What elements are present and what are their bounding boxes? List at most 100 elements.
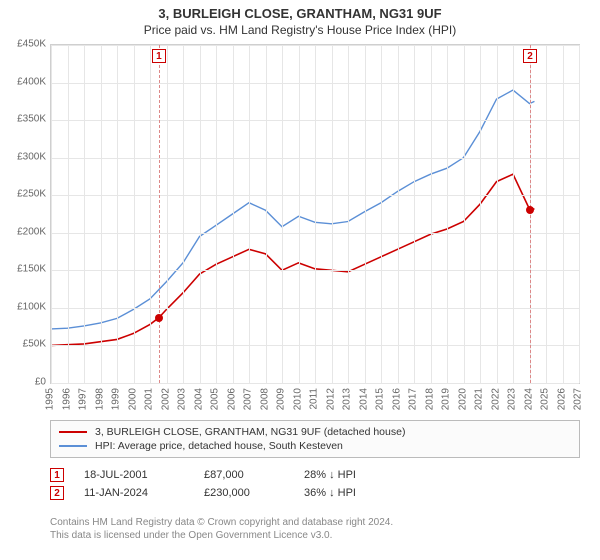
- marker-dot: [155, 314, 163, 322]
- y-axis-label: £0: [0, 377, 46, 388]
- x-axis-label: 1999: [111, 388, 122, 410]
- trade-row: 2 11-JAN-2024£230,00036% ↓ HPI: [50, 484, 580, 502]
- legend-box: 3, BURLEIGH CLOSE, GRANTHAM, NG31 9UF (d…: [50, 420, 580, 458]
- trade-date: 11-JAN-2024: [84, 487, 204, 499]
- y-axis-label: £400K: [0, 76, 46, 87]
- marker-dot: [526, 206, 534, 214]
- plot-area: 12: [50, 44, 580, 384]
- x-axis-label: 2009: [276, 388, 287, 410]
- x-axis-label: 2005: [210, 388, 221, 410]
- x-axis-label: 2000: [127, 388, 138, 410]
- y-axis-label: £100K: [0, 301, 46, 312]
- gridline-vertical: [183, 45, 184, 383]
- trade-table: 1 18-JUL-2001£87,00028% ↓ HPI 2 11-JAN-2024…: [50, 466, 580, 502]
- x-axis-label: 2004: [193, 388, 204, 410]
- y-axis-label: £350K: [0, 114, 46, 125]
- gridline-vertical: [579, 45, 580, 383]
- gridline-vertical: [381, 45, 382, 383]
- gridline-vertical: [68, 45, 69, 383]
- x-axis-label: 2026: [556, 388, 567, 410]
- x-axis-label: 2012: [325, 388, 336, 410]
- x-axis-label: 1995: [45, 388, 56, 410]
- x-axis-label: 2002: [160, 388, 171, 410]
- footer-line: This data is licensed under the Open Gov…: [50, 529, 580, 542]
- legend-item: 3, BURLEIGH CLOSE, GRANTHAM, NG31 9UF (d…: [59, 425, 571, 439]
- x-axis-label: 2016: [391, 388, 402, 410]
- gridline-vertical: [365, 45, 366, 383]
- gridline-vertical: [348, 45, 349, 383]
- marker-label: 1: [152, 49, 166, 63]
- gridline-vertical: [216, 45, 217, 383]
- gridline-vertical: [431, 45, 432, 383]
- gridline-vertical: [315, 45, 316, 383]
- legend-swatch: [59, 431, 87, 433]
- gridline-vertical: [414, 45, 415, 383]
- x-axis-label: 2019: [441, 388, 452, 410]
- marker-guideline: [159, 45, 160, 383]
- gridline-vertical: [266, 45, 267, 383]
- gridline-vertical: [150, 45, 151, 383]
- series-line: [51, 90, 534, 329]
- x-axis-label: 1998: [94, 388, 105, 410]
- legend-item: HPI: Average price, detached house, Sout…: [59, 439, 571, 453]
- chart-container: 3, BURLEIGH CLOSE, GRANTHAM, NG31 9UF Pr…: [0, 0, 600, 560]
- gridline-vertical: [51, 45, 52, 383]
- gridline-vertical: [200, 45, 201, 383]
- trade-relative: 28% ↓ HPI: [304, 469, 424, 481]
- x-axis-label: 2008: [259, 388, 270, 410]
- x-axis-label: 2015: [375, 388, 386, 410]
- gridline-vertical: [513, 45, 514, 383]
- gridline-vertical: [299, 45, 300, 383]
- trade-price: £87,000: [204, 469, 304, 481]
- legend-label: HPI: Average price, detached house, Sout…: [95, 440, 343, 452]
- x-axis-label: 2021: [474, 388, 485, 410]
- attribution-footer: Contains HM Land Registry data © Crown c…: [50, 516, 580, 542]
- gridline-vertical: [398, 45, 399, 383]
- chart-subtitle: Price paid vs. HM Land Registry's House …: [0, 21, 600, 37]
- trade-row: 1 18-JUL-2001£87,00028% ↓ HPI: [50, 466, 580, 484]
- gridline-vertical: [447, 45, 448, 383]
- x-axis-label: 2025: [540, 388, 551, 410]
- gridline-vertical: [332, 45, 333, 383]
- x-axis-label: 2001: [144, 388, 155, 410]
- x-axis-label: 2010: [292, 388, 303, 410]
- legend-swatch: [59, 445, 87, 447]
- x-axis-label: 2013: [342, 388, 353, 410]
- y-axis-label: £200K: [0, 226, 46, 237]
- trade-date: 18-JUL-2001: [84, 469, 204, 481]
- series-line: [51, 174, 534, 345]
- trade-relative: 36% ↓ HPI: [304, 487, 424, 499]
- legend-label: 3, BURLEIGH CLOSE, GRANTHAM, NG31 9UF (d…: [95, 426, 405, 438]
- y-axis-label: £450K: [0, 39, 46, 50]
- gridline-vertical: [167, 45, 168, 383]
- trade-marker-icon: 1: [50, 468, 64, 482]
- x-axis-label: 2024: [523, 388, 534, 410]
- y-axis-label: £150K: [0, 264, 46, 275]
- gridline-vertical: [563, 45, 564, 383]
- gridline-vertical: [546, 45, 547, 383]
- x-axis-label: 2020: [457, 388, 468, 410]
- x-axis-label: 1996: [61, 388, 72, 410]
- y-axis-label: £300K: [0, 151, 46, 162]
- gridline-vertical: [134, 45, 135, 383]
- x-axis-label: 2014: [358, 388, 369, 410]
- gridline-vertical: [497, 45, 498, 383]
- gridline-vertical: [282, 45, 283, 383]
- chart-title: 3, BURLEIGH CLOSE, GRANTHAM, NG31 9UF: [0, 0, 600, 21]
- y-axis-label: £50K: [0, 339, 46, 350]
- x-axis-label: 1997: [78, 388, 89, 410]
- gridline-vertical: [464, 45, 465, 383]
- x-axis-label: 2017: [408, 388, 419, 410]
- trade-price: £230,000: [204, 487, 304, 499]
- trade-marker-icon: 2: [50, 486, 64, 500]
- gridline-vertical: [249, 45, 250, 383]
- x-axis-label: 2006: [226, 388, 237, 410]
- x-axis-label: 2023: [507, 388, 518, 410]
- x-axis-label: 2003: [177, 388, 188, 410]
- x-axis-label: 2018: [424, 388, 435, 410]
- y-axis-label: £250K: [0, 189, 46, 200]
- x-axis-label: 2022: [490, 388, 501, 410]
- footer-line: Contains HM Land Registry data © Crown c…: [50, 516, 580, 529]
- gridline-vertical: [84, 45, 85, 383]
- x-axis-label: 2007: [243, 388, 254, 410]
